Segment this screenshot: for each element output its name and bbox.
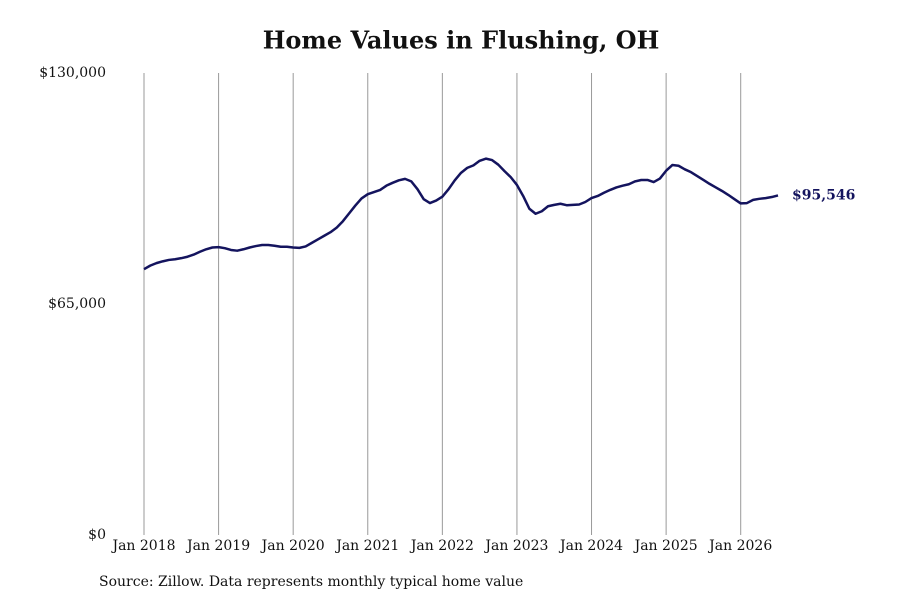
y-tick-label: $0 (88, 527, 106, 543)
data-line (143, 157, 779, 271)
x-tick-label: Jan 2023 (483, 538, 548, 554)
y-tick-label: $130,000 (39, 65, 106, 81)
x-tick-label: Jan 2019 (185, 538, 250, 554)
x-tick-label: Jan 2020 (260, 538, 325, 554)
source-note: Source: Zillow. Data represents monthly … (99, 574, 523, 590)
x-tick-label: Jan 2018 (110, 538, 175, 554)
x-tick-label: Jan 2022 (409, 538, 474, 554)
x-tick-label: Jan 2024 (558, 538, 623, 554)
value-label: $95,546 (792, 187, 855, 203)
x-tick-label: Jan 2021 (334, 538, 399, 554)
x-tick-label: Jan 2026 (707, 538, 772, 554)
x-tick-label: Jan 2025 (633, 538, 698, 554)
y-tick-label: $65,000 (48, 296, 106, 312)
chart-title: Home Values in Flushing, OH (263, 26, 660, 55)
